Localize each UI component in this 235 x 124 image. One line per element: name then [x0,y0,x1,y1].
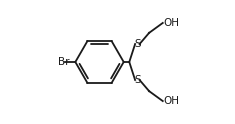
Text: Br: Br [58,57,70,67]
Text: S: S [134,39,141,49]
Text: OH: OH [163,18,179,28]
Text: S: S [134,75,141,85]
Text: OH: OH [163,96,179,106]
